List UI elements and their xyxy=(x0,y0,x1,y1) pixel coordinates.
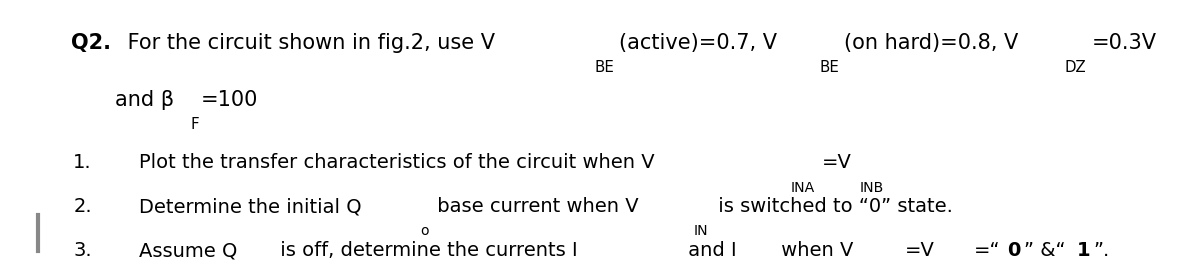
Text: (active)=0.7, V: (active)=0.7, V xyxy=(619,33,778,53)
Text: =V: =V xyxy=(905,241,935,260)
Text: =“: =“ xyxy=(973,241,1000,260)
Text: For the circuit shown in fig.2, use V: For the circuit shown in fig.2, use V xyxy=(121,33,496,53)
Text: and I: and I xyxy=(682,241,737,260)
Text: Q2.: Q2. xyxy=(71,33,110,53)
Text: base current when V: base current when V xyxy=(431,197,638,216)
Text: 1: 1 xyxy=(1076,241,1090,260)
Text: 2.: 2. xyxy=(73,197,91,216)
Text: =0.3V: =0.3V xyxy=(1092,33,1157,53)
Text: is off, determine the currents I: is off, determine the currents I xyxy=(274,241,577,260)
Text: Assume Q: Assume Q xyxy=(139,241,238,260)
Text: INA: INA xyxy=(791,181,815,195)
Text: BE: BE xyxy=(594,60,614,76)
Text: Plot the transfer characteristics of the circuit when V: Plot the transfer characteristics of the… xyxy=(139,153,655,172)
Text: 3.: 3. xyxy=(73,241,91,260)
Text: is switched to “0” state.: is switched to “0” state. xyxy=(713,197,953,216)
Text: ”.: ”. xyxy=(1093,241,1110,260)
Text: 1.: 1. xyxy=(73,153,91,172)
Text: when V: when V xyxy=(775,241,853,260)
Text: =100: =100 xyxy=(202,90,258,110)
Text: 0: 0 xyxy=(1007,241,1020,260)
Text: =V: =V xyxy=(822,153,852,172)
Text: IN: IN xyxy=(694,224,708,238)
Text: and β: and β xyxy=(115,90,175,110)
Text: DZ: DZ xyxy=(1064,60,1086,76)
Text: (on hard)=0.8, V: (on hard)=0.8, V xyxy=(845,33,1019,53)
Text: ” &“: ” &“ xyxy=(1024,241,1066,260)
Text: F: F xyxy=(191,117,199,133)
Text: Determine the initial Q: Determine the initial Q xyxy=(139,197,361,216)
Text: INB: INB xyxy=(859,181,883,195)
Text: o: o xyxy=(420,224,430,238)
Text: BE: BE xyxy=(820,60,839,76)
